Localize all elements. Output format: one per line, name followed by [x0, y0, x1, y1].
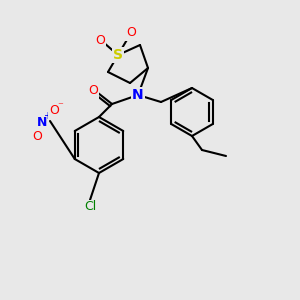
Text: O: O	[95, 34, 105, 46]
Text: O: O	[88, 85, 98, 98]
Text: N: N	[37, 116, 47, 130]
Text: S: S	[113, 48, 123, 62]
Text: Cl: Cl	[84, 200, 96, 214]
Text: O: O	[32, 130, 42, 142]
Text: O: O	[126, 26, 136, 40]
Text: O: O	[49, 104, 59, 118]
Text: +: +	[43, 111, 51, 121]
Text: ⁻: ⁻	[57, 101, 63, 111]
Text: N: N	[132, 88, 144, 102]
